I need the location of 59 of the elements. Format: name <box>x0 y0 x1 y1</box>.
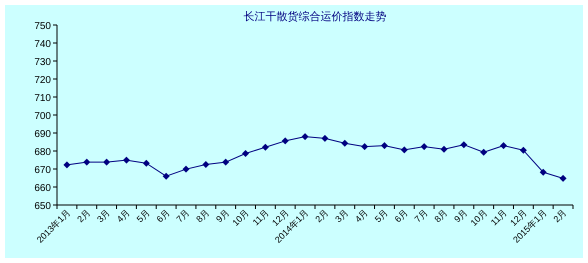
point <box>302 133 309 140</box>
y-tick-label: 690 <box>34 129 52 140</box>
x-tick-label: 9月 <box>452 207 470 224</box>
x-tick-label: 7月 <box>412 207 430 224</box>
point <box>182 166 190 173</box>
x-tick-label: 8月 <box>432 207 450 224</box>
point <box>103 158 110 166</box>
x-tick-label: 7月 <box>174 207 192 224</box>
x-tick-label: 9月 <box>214 207 232 224</box>
point <box>420 143 428 150</box>
x-tick-label: 3月 <box>95 207 112 224</box>
y-tick-label: 750 <box>34 21 52 32</box>
x-tick-label: 2月 <box>552 207 568 224</box>
x-tick-label: 5月 <box>134 207 152 224</box>
x-tick-label: 4月 <box>114 207 132 224</box>
y-tick-label: 730 <box>34 57 52 68</box>
x-tick-label: 5月 <box>372 207 390 224</box>
y-tick-label: 650 <box>34 201 52 212</box>
x-tick-label: 10月 <box>230 207 251 228</box>
point <box>460 141 468 148</box>
y-tick-label: 670 <box>34 165 52 176</box>
point <box>400 146 408 154</box>
x-tick-label: 2月 <box>75 207 92 224</box>
point <box>380 142 388 150</box>
x-tick-label: 8月 <box>194 207 212 224</box>
x-tick-label: 6月 <box>392 207 410 224</box>
x-tick-label: 2月 <box>313 207 330 224</box>
chart-title: 长江干散货综合运价指数走势 <box>244 10 386 23</box>
point <box>63 161 70 168</box>
point <box>361 143 368 150</box>
y-tick-label: 720 <box>34 75 52 86</box>
x-tick-label: 11月 <box>250 207 271 228</box>
x-tick-label: 10月 <box>468 207 490 228</box>
y-tick-label: 660 <box>34 183 52 194</box>
point <box>500 142 508 150</box>
point <box>341 140 348 147</box>
point <box>282 137 289 144</box>
point <box>321 134 328 142</box>
point <box>560 174 567 182</box>
point <box>520 146 527 154</box>
point <box>222 158 230 166</box>
y-tick-label: 700 <box>34 111 52 122</box>
point <box>142 160 150 167</box>
point <box>202 161 210 168</box>
point <box>162 172 170 180</box>
x-tick-label: 11月 <box>488 207 509 228</box>
point <box>122 156 130 164</box>
point <box>83 158 90 166</box>
point <box>540 168 547 176</box>
point <box>480 148 488 156</box>
x-tick-label: 6月 <box>154 207 172 224</box>
y-tick-label: 740 <box>34 39 52 50</box>
x-tick-label: 3月 <box>333 207 350 224</box>
y-tick-label: 710 <box>34 93 52 104</box>
point <box>242 150 250 158</box>
x-tick-label: 4月 <box>353 207 370 224</box>
point <box>440 146 448 153</box>
y-tick-label: 680 <box>34 147 52 158</box>
point <box>262 144 269 151</box>
